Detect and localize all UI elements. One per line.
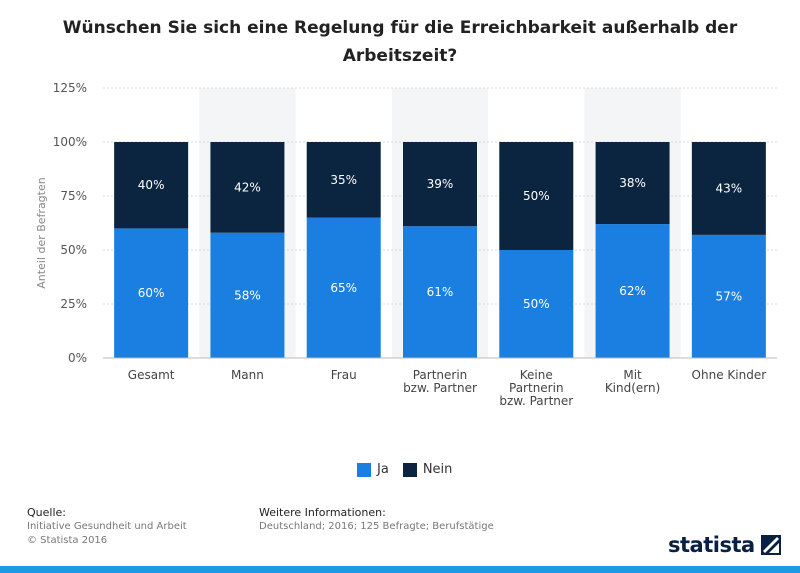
legend-swatch-nein (402, 462, 417, 477)
bar-ja (210, 232, 285, 358)
data-label: 58% (234, 288, 261, 302)
copyright: © Statista 2016 (27, 535, 108, 546)
logo-mark-icon (760, 535, 781, 555)
bar-ja (114, 228, 189, 358)
info-text: Deutschland; 2016; 125 Befragte; Berufst… (259, 521, 494, 532)
data-label: 60% (138, 286, 165, 300)
x-tick-label: Partnerin (509, 381, 564, 395)
legend-label-nein: Nein (422, 462, 453, 477)
bar-ja (403, 226, 477, 358)
legend-item-ja[interactable]: Ja (357, 462, 389, 477)
data-label: 62% (619, 284, 646, 298)
chart-title: Wünschen Sie sich eine Regelung für die … (62, 18, 738, 66)
data-label: 35% (330, 173, 357, 187)
data-label: 61% (427, 285, 454, 299)
data-label: 57% (716, 289, 743, 303)
x-tick-label: Keine (520, 368, 553, 382)
x-tick-label: Mann (231, 368, 264, 382)
legend-swatch-ja (357, 462, 371, 477)
data-label: 50% (523, 297, 550, 311)
data-label: 39% (427, 177, 454, 191)
x-tick-label: bzw. Partner (403, 381, 477, 395)
bar-nein (210, 142, 285, 233)
legend: Ja Nein (357, 462, 452, 477)
source-heading: Quelle: (27, 506, 66, 519)
x-tick-label: bzw. Partner (499, 394, 573, 408)
bar-nein (691, 142, 766, 235)
info-block: Weitere Informationen: Deutschland; 2016… (259, 506, 494, 534)
legend-item-nein[interactable]: Nein (402, 462, 453, 477)
data-label: 65% (330, 281, 357, 295)
bar-ja (595, 224, 670, 358)
bar-nein (595, 142, 670, 225)
chart: 0% 25% 50% 75% 100% 125% Anteil der Befragten 6… (35, 81, 777, 408)
x-tick-label: Mit (623, 368, 642, 382)
x-tick-label: Partnerin (413, 368, 468, 382)
bar-ja (306, 217, 381, 358)
bottom-accent-bar (0, 566, 800, 573)
y-tick-label: 25% (60, 297, 87, 311)
x-tick-label: Ohne Kinder (692, 368, 767, 382)
logo-text: statista (668, 533, 755, 557)
bar-nein (114, 142, 189, 229)
y-tick-label: 0% (68, 351, 87, 365)
bar-ja (499, 250, 574, 358)
x-tick-label: Frau (331, 368, 357, 382)
y-tick-label: 75% (60, 189, 87, 203)
info-heading: Weitere Informationen: (259, 506, 386, 519)
bar-nein (499, 142, 574, 250)
data-label: 50% (523, 189, 550, 203)
bar-nein (306, 142, 381, 218)
y-axis-label: Anteil der Befragten (35, 177, 48, 288)
bar-nein (403, 142, 477, 227)
data-label: 40% (138, 178, 165, 192)
x-tick-label: Gesamt (128, 368, 175, 382)
y-tick-label: 50% (60, 243, 87, 257)
y-tick-label: 100% (53, 135, 87, 149)
legend-label-ja: Ja (377, 462, 389, 477)
source-name[interactable]: Initiative Gesundheit und Arbeit (27, 521, 187, 532)
bar-ja (691, 234, 766, 358)
statista-logo[interactable]: statista (668, 533, 781, 557)
source-block: Quelle: Initiative Gesundheit und Arbeit… (27, 506, 187, 548)
data-label: 38% (619, 176, 646, 190)
data-label: 43% (716, 181, 743, 195)
data-label: 42% (234, 180, 261, 194)
y-tick-label: 125% (53, 81, 87, 95)
x-tick-label: Kind(ern) (605, 381, 661, 395)
